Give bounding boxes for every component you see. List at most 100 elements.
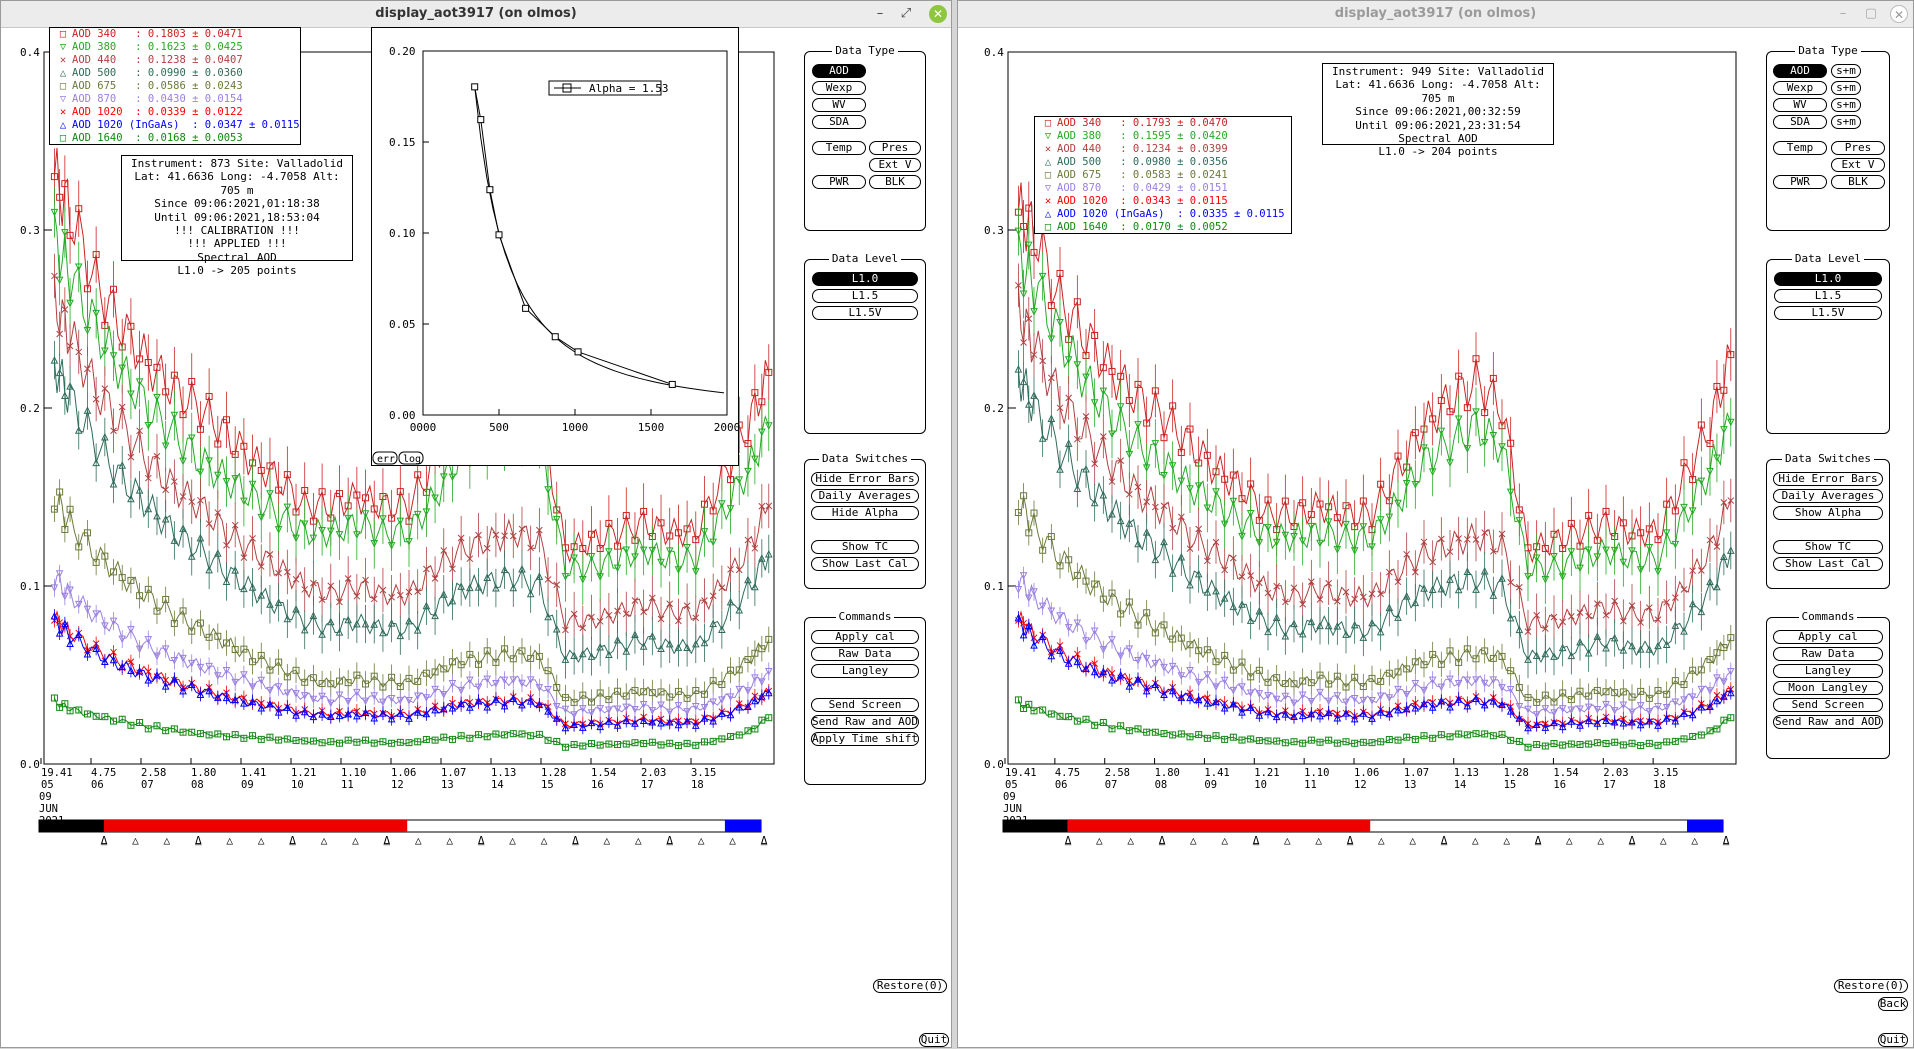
send-screen-button[interactable]: Send Screen	[811, 698, 919, 712]
data-point	[431, 556, 439, 601]
time-bar[interactable]	[38, 819, 762, 833]
temp-button[interactable]: Temp	[812, 141, 866, 155]
data-point	[1024, 220, 1033, 270]
sda-button[interactable]: SDA	[1773, 115, 1827, 129]
show-alpha-button[interactable]: Show Alpha	[1773, 506, 1883, 520]
show-last-cal-button[interactable]: Show Last Cal	[811, 557, 919, 571]
pwr-button[interactable]: PWR	[1773, 175, 1827, 189]
show-tc-button[interactable]: Show TC	[1773, 540, 1883, 554]
maximize-icon[interactable]: ▢	[1864, 6, 1878, 21]
time-bar[interactable]	[1002, 819, 1724, 833]
quit-button[interactable]: Quit	[919, 1033, 949, 1047]
measurement-marker-icon: △	[321, 834, 328, 847]
level-l15v-button[interactable]: L1.5V	[812, 306, 918, 320]
data-point	[1680, 483, 1688, 532]
moon-langley-button[interactable]: Moon Langley	[1773, 681, 1883, 695]
err-button-label[interactable]: err	[377, 454, 395, 465]
send-raw-and-aod-button[interactable]: Send Raw and AOD	[811, 715, 919, 729]
ext-v-button[interactable]: Ext V	[1831, 158, 1885, 172]
raw-data-button[interactable]: Raw Data	[1773, 647, 1883, 661]
log-button[interactable]	[398, 451, 424, 465]
daily-averages-button[interactable]: Daily Averages	[811, 489, 919, 503]
back-button[interactable]: Back	[1878, 997, 1908, 1011]
apply-cal-button[interactable]: Apply cal	[1773, 630, 1883, 644]
data-point	[179, 728, 187, 736]
show-last-cal-button[interactable]: Show Last Cal	[1773, 557, 1883, 571]
wexp-button[interactable]: Wexp	[812, 81, 866, 95]
aod-button[interactable]: AOD	[812, 64, 866, 78]
data-point	[1480, 698, 1489, 712]
send-screen-button[interactable]: Send Screen	[1773, 698, 1883, 712]
sda-button[interactable]: SDA	[812, 115, 866, 129]
maximize-icon[interactable]: ⤢	[900, 6, 912, 21]
hide-error-bars-button[interactable]: Hide Error Bars	[1773, 472, 1883, 486]
data-point	[1116, 501, 1125, 540]
hide-alpha-button[interactable]: Hide Alpha	[811, 506, 919, 520]
data-point	[570, 591, 578, 637]
blk-button[interactable]: BLK	[869, 175, 921, 189]
pres-button[interactable]: Pres	[1831, 141, 1885, 155]
wexp-button[interactable]: Wexp	[1773, 81, 1827, 95]
apply-time-shift-button[interactable]: Apply Time shift	[811, 732, 919, 746]
titlebar[interactable]: display_aot3917 (on olmos) – ⤢ ✕	[1, 1, 951, 28]
legend-marker-icon: ✕	[59, 106, 67, 118]
temp-button[interactable]: Temp	[1773, 141, 1827, 155]
data-point	[1541, 634, 1550, 673]
data-point	[1727, 478, 1735, 523]
x-hour-label: 08	[191, 779, 204, 791]
pwr-button[interactable]: PWR	[812, 175, 866, 189]
restore-button[interactable]: Restore(0)	[873, 979, 947, 993]
x-tick-label: 2.58	[1105, 767, 1130, 779]
sda-sm-button[interactable]: s+m	[1831, 115, 1861, 129]
show-tc-button[interactable]: Show TC	[811, 540, 919, 554]
close-icon[interactable]: ✕	[929, 5, 947, 23]
level-l10-button[interactable]: L1.0	[812, 272, 918, 286]
apply-cal-button[interactable]: Apply cal	[811, 630, 919, 644]
data-point	[587, 637, 596, 676]
measurement-marker-icon: ⍙	[289, 834, 296, 847]
data-point	[1480, 418, 1489, 467]
aod-sm-button[interactable]: s+m	[1831, 64, 1861, 78]
level-l10-button[interactable]: L1.0	[1774, 272, 1882, 286]
measurement-marker-icon: △	[1660, 834, 1667, 847]
quit-button[interactable]: Quit	[1878, 1033, 1908, 1047]
level-l15v-button[interactable]: L1.5V	[1774, 306, 1882, 320]
measurement-marker-icon: ⍙	[1535, 834, 1542, 847]
data-point	[84, 346, 91, 392]
level-l15-button[interactable]: L1.5	[812, 289, 918, 303]
daily-averages-button[interactable]: Daily Averages	[1773, 489, 1883, 503]
data-point	[144, 725, 152, 733]
langley-button[interactable]: Langley	[811, 664, 919, 678]
data-point	[1376, 613, 1385, 651]
wv-button[interactable]: WV	[1773, 98, 1827, 112]
minimize-icon[interactable]: –	[1839, 6, 1847, 21]
hide-error-bars-button[interactable]: Hide Error Bars	[811, 472, 919, 486]
ext-v-button[interactable]: Ext V	[869, 158, 921, 172]
data-point	[579, 720, 587, 735]
data-point	[665, 624, 674, 664]
data-point	[709, 667, 717, 694]
aod-button[interactable]: AOD	[1773, 64, 1827, 78]
raw-data-button[interactable]: Raw Data	[811, 647, 919, 661]
wexp-sm-button[interactable]: s+m	[1831, 81, 1861, 95]
data-point	[1229, 733, 1237, 741]
wv-button[interactable]: WV	[812, 98, 866, 112]
minimize-icon[interactable]: –	[876, 6, 884, 21]
send-raw-and-aod-button[interactable]: Send Raw and AOD	[1773, 715, 1883, 729]
data-point	[1238, 677, 1246, 696]
data-point	[588, 740, 595, 748]
restore-button[interactable]: Restore(0)	[1834, 979, 1908, 993]
close-icon[interactable]: ✕	[1890, 5, 1908, 23]
pres-button[interactable]: Pres	[869, 141, 921, 155]
log-button-label[interactable]: log	[403, 454, 421, 465]
level-l15-button[interactable]: L1.5	[1774, 289, 1882, 303]
langley-button[interactable]: Langley	[1773, 664, 1883, 678]
wv-sm-button[interactable]: s+m	[1831, 98, 1861, 112]
data-point	[483, 733, 491, 741]
err-button[interactable]	[372, 451, 398, 465]
data-point	[765, 483, 773, 529]
data-point	[127, 298, 135, 355]
titlebar[interactable]: display_aot3917 (on olmos) – ▢ ✕	[958, 1, 1913, 28]
data-point	[718, 706, 726, 721]
blk-button[interactable]: BLK	[1831, 175, 1885, 189]
